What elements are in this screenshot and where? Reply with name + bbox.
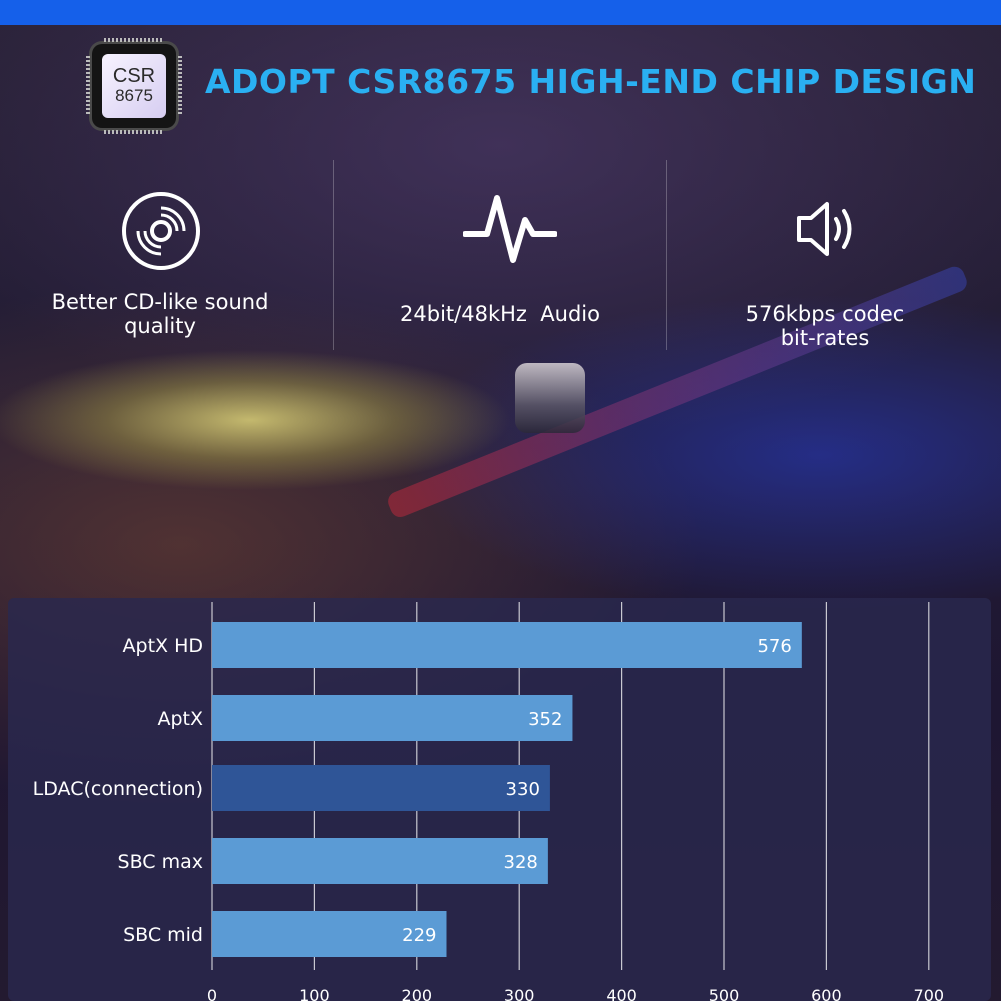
category-label: LDAC(connection)	[33, 778, 203, 800]
chip-icon: CSR 8675	[86, 38, 182, 134]
bar-value-label: 330	[506, 779, 540, 800]
category-label: SBC mid	[123, 924, 203, 946]
bar	[212, 765, 550, 811]
chip-label-line2: 8675	[115, 86, 153, 105]
bar	[212, 911, 447, 957]
feature-audio-line1: 24bit/48kHz Audio	[400, 302, 600, 326]
bar-value-label: 328	[504, 852, 538, 873]
x-tick-label: 500	[709, 986, 740, 1001]
feature-audio-text: 24bit/48kHz Audio	[370, 302, 630, 326]
chip-label-line1: CSR	[112, 65, 156, 87]
x-tick-label: 100	[299, 986, 330, 1001]
bar-value-label: 576	[757, 636, 791, 657]
category-label: SBC max	[118, 851, 203, 873]
x-tick-label: 600	[811, 986, 842, 1001]
bar	[212, 695, 573, 741]
bitrate-bar-chart: 0 100 200 300 400 500 600 700 576 AptX HD 352 AptX 3…	[33, 602, 945, 1001]
feature-codec-line1: 576kbps codec	[745, 302, 905, 326]
feature-cd-text: Better CD-like sound quality	[35, 290, 285, 338]
bar-value-label: 352	[528, 709, 562, 730]
x-tick-label: 200	[402, 986, 433, 1001]
top-bar	[0, 0, 1001, 25]
bar	[212, 622, 802, 668]
chart-panel: 0 100 200 300 400 500 600 700 576 AptX HD 352 AptX 3…	[8, 598, 991, 1001]
bar-value-label: 229	[402, 925, 436, 946]
feature-cd-line1: Better CD-like sound	[51, 290, 269, 314]
x-tick-label: 700	[914, 986, 945, 1001]
feature-codec-line2: bit-rates	[780, 326, 870, 350]
x-tick-label: 300	[504, 986, 535, 1001]
speaker-icon	[797, 202, 852, 256]
feature-cd-line2: quality	[124, 314, 196, 338]
category-label: AptX	[157, 708, 203, 730]
x-tick-label: 400	[606, 986, 637, 1001]
x-tick-label: 0	[207, 986, 217, 1001]
knob-graphic	[515, 363, 585, 433]
cd-disc-icon	[122, 192, 200, 270]
page-title: ADOPT CSR8675 HIGH-END CHIP DESIGN	[205, 62, 977, 101]
feature-divider	[333, 160, 334, 350]
bar	[212, 838, 548, 884]
feature-divider	[666, 160, 667, 350]
category-label: AptX HD	[123, 635, 203, 657]
feature-codec-text: 576kbps codec bit-rates	[700, 302, 950, 350]
waveform-icon	[463, 195, 557, 263]
